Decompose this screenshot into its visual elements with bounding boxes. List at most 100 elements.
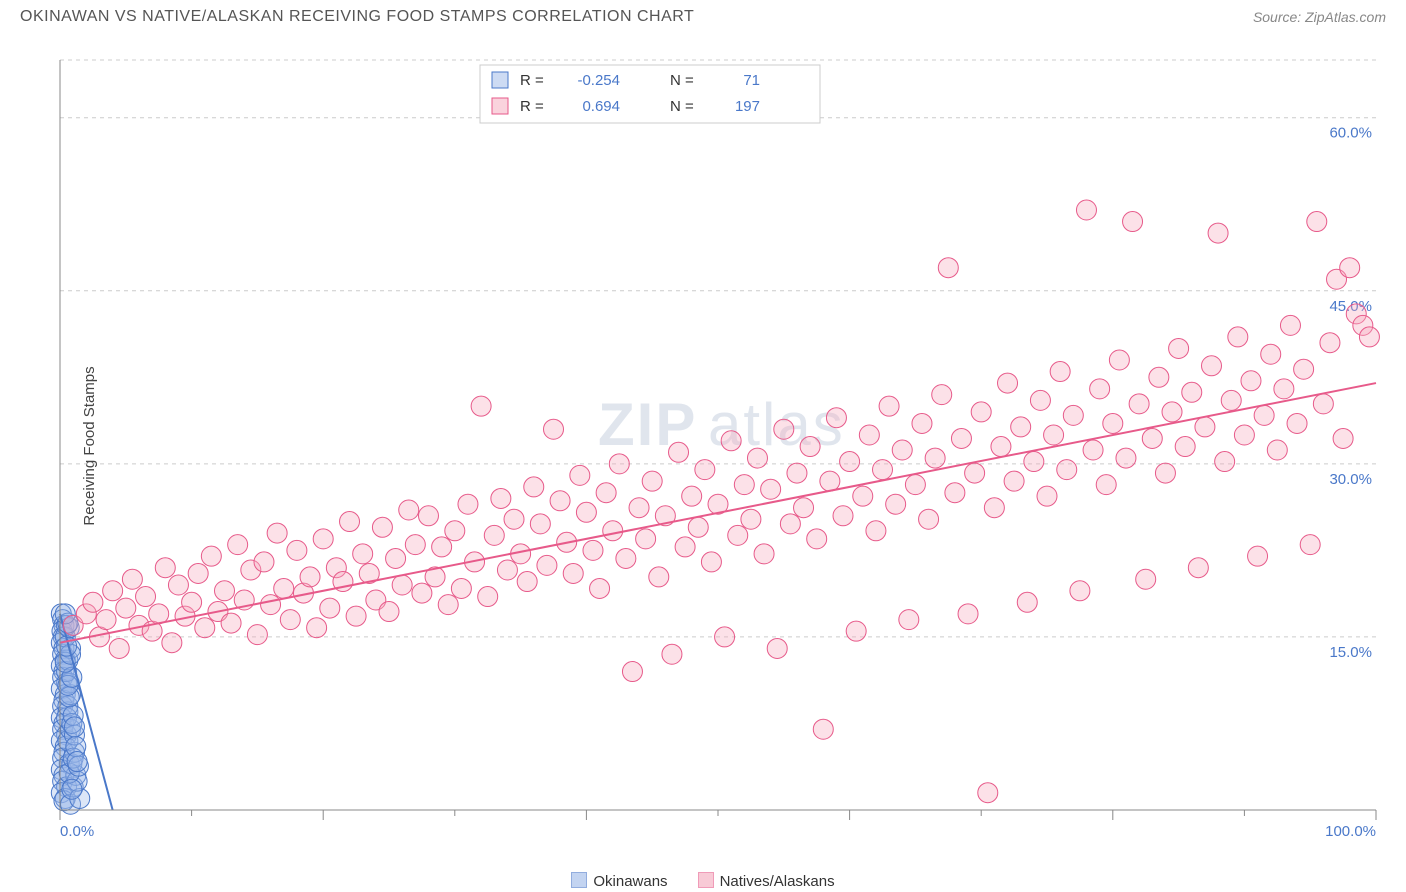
data-point (1070, 581, 1090, 601)
source-prefix: Source: (1253, 9, 1305, 25)
data-point (1096, 475, 1116, 495)
data-point (267, 523, 287, 543)
data-point (1149, 367, 1169, 387)
chart-title: OKINAWAN VS NATIVE/ALASKAN RECEIVING FOO… (20, 8, 694, 26)
legend-r-label: R = (520, 72, 544, 89)
data-point (1057, 460, 1077, 480)
data-point (682, 486, 702, 506)
legend-swatch (492, 72, 508, 88)
data-point (945, 483, 965, 503)
data-point (67, 752, 87, 772)
source-name: ZipAtlas.com (1305, 9, 1386, 25)
data-point (1228, 327, 1248, 347)
svg-text:100.0%: 100.0% (1325, 823, 1376, 840)
data-point (609, 454, 629, 474)
data-point (155, 558, 175, 578)
data-point (1221, 390, 1241, 410)
data-point (813, 719, 833, 739)
legend-label: Natives/Alaskans (720, 873, 835, 890)
data-point (458, 494, 478, 514)
data-point (550, 491, 570, 511)
data-point (1195, 417, 1215, 437)
data-point (517, 572, 537, 592)
data-point (103, 581, 123, 601)
data-point (636, 529, 656, 549)
data-point (576, 502, 596, 522)
legend-r-label: R = (520, 98, 544, 115)
data-point (530, 514, 550, 534)
data-point (1116, 448, 1136, 468)
svg-text:30.0%: 30.0% (1329, 471, 1372, 488)
data-point (215, 581, 235, 601)
legend-item: Okinawans (571, 872, 667, 890)
data-point (405, 535, 425, 555)
data-point (892, 440, 912, 460)
data-point (1340, 258, 1360, 278)
data-point (122, 569, 142, 589)
data-point (675, 537, 695, 557)
data-point (826, 408, 846, 428)
data-point (688, 517, 708, 537)
data-point (695, 460, 715, 480)
data-point (287, 540, 307, 560)
data-point (201, 546, 221, 566)
data-point (340, 512, 360, 532)
legend-item: Natives/Alaskans (698, 872, 835, 890)
data-point (721, 431, 741, 451)
data-point (1294, 359, 1314, 379)
data-point (168, 575, 188, 595)
data-point (1208, 223, 1228, 243)
data-point (484, 525, 504, 545)
data-point (162, 633, 182, 653)
data-point (83, 592, 103, 612)
data-point (616, 548, 636, 568)
data-point (649, 567, 669, 587)
data-point (807, 529, 827, 549)
data-point (866, 521, 886, 541)
data-point (701, 552, 721, 572)
data-point (537, 555, 557, 575)
data-point (905, 475, 925, 495)
data-point (1083, 440, 1103, 460)
data-point (642, 471, 662, 491)
data-point (1162, 402, 1182, 422)
data-point (873, 460, 893, 480)
data-point (64, 717, 84, 737)
data-point (1215, 452, 1235, 472)
scatter-chart: 15.0%30.0%45.0%60.0%ZIPatlas0.0%100.0%R … (50, 50, 1386, 840)
data-point (1109, 350, 1129, 370)
legend-swatch (571, 872, 587, 888)
data-point (912, 413, 932, 433)
data-point (899, 610, 919, 630)
data-point (886, 494, 906, 514)
svg-text:60.0%: 60.0% (1329, 125, 1372, 142)
data-point (853, 486, 873, 506)
data-point (583, 540, 603, 560)
legend-label: Okinawans (593, 873, 667, 890)
legend-r-value: -0.254 (577, 72, 620, 89)
data-point (780, 514, 800, 534)
legend-n-label: N = (670, 72, 694, 89)
data-point (182, 592, 202, 612)
data-point (1248, 546, 1268, 566)
data-point (254, 552, 274, 572)
data-point (346, 606, 366, 626)
data-point (1004, 471, 1024, 491)
data-point (767, 638, 787, 658)
data-point (379, 602, 399, 622)
data-point (1017, 592, 1037, 612)
data-point (1169, 338, 1189, 358)
data-point (280, 610, 300, 630)
data-point (116, 598, 136, 618)
data-point (728, 525, 748, 545)
data-point (96, 610, 116, 630)
data-point (221, 613, 241, 633)
legend-swatch (492, 98, 508, 114)
data-point (261, 595, 281, 615)
data-point (820, 471, 840, 491)
data-point (1267, 440, 1287, 460)
data-point (1188, 558, 1208, 578)
data-point (392, 575, 412, 595)
data-point (1129, 394, 1149, 414)
data-point (1011, 417, 1031, 437)
